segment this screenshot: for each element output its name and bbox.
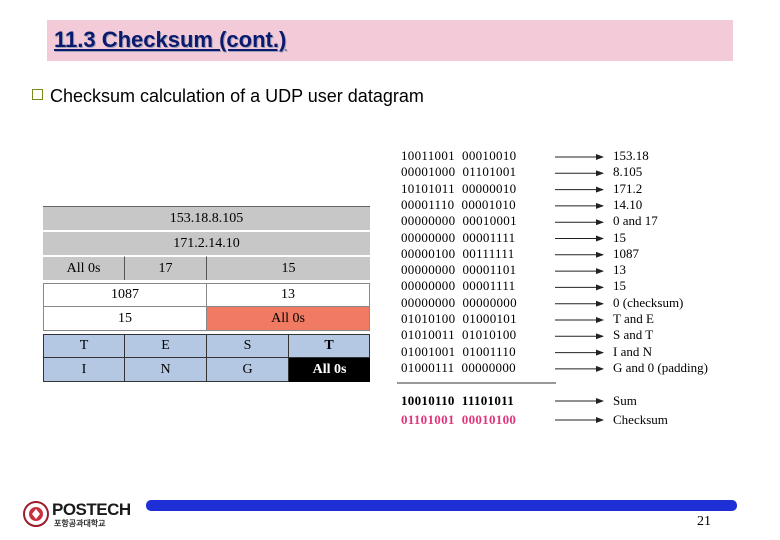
data-cell-t1: T [43,334,125,358]
pseudo-protocol-cell: 17 [125,256,207,280]
bullet-text: Checksum calculation of a UDP user datag… [50,86,424,106]
checksum-bits: 01101001 00010100 [401,412,517,427]
row-result: 0 and 17 [613,213,658,229]
page-title: 11.3 Checksum (cont.) [54,27,287,52]
row-bits: 01010011 01010100 [401,327,517,343]
row-result: 171.2 [613,180,643,196]
row-bits: 01000111 00000000 [401,359,516,375]
pseudo-dst-cell: 171.2.14.10 [43,231,370,255]
row-result: G and 0 (padding) [613,359,708,375]
row-result: 153.18 [613,148,649,163]
row-bits: 00000000 00001101 [401,262,517,278]
row-bits: 00000000 00001111 [401,229,516,245]
row-bits: 00001110 00001010 [401,196,516,212]
sum-bits: 10010110 11101011 [401,393,515,408]
pseudo-zero-cell: All 0s [43,256,125,280]
data-cell-n: N [125,358,207,382]
row-result: 13 [613,262,626,278]
row-result: T and E [613,311,654,326]
checksum-cell: All 0s [207,307,370,331]
row-bits: 00000100 00111111 [401,245,515,261]
row-result: 1087 [613,245,639,261]
data-cell-i: I [43,358,125,382]
dst-port-cell: 13 [207,283,370,307]
logo-text: POSTECH [52,500,131,519]
row-bits: 01010100 01000101 [401,311,517,326]
data-cell-t2: T [289,334,370,358]
row-result: 15 [613,229,626,245]
page-number: 21 [697,514,711,529]
row-result: 14.10 [613,196,643,212]
row-bits: 00000000 00001111 [401,278,516,294]
data-cell-g: G [207,358,289,382]
row-result: 15 [613,278,626,294]
footer-rule [146,500,737,511]
row-result: S and T [613,327,654,343]
row-bits: 10011001 00010010 [401,148,517,163]
data-cell-s: S [207,334,289,358]
length-cell: 15 [43,307,207,331]
row-result: 0 (checksum) [613,294,684,310]
logo-subtext: 포항공과대학교 [54,519,106,528]
row-result: I and N [613,343,652,359]
checksum-label: Checksum [613,412,668,427]
src-port-cell: 1087 [43,283,207,307]
data-cell-e: E [125,334,207,358]
row-bits: 10101011 00000010 [401,180,517,196]
row-bits: 00001000 01101001 [401,164,517,180]
row-bits: 01001001 01001110 [401,343,516,359]
pseudo-src-cell: 153.18.8.105 [43,206,370,230]
postech-emblem-icon [23,501,49,527]
sum-label: Sum [613,393,637,408]
data-cell-padding: All 0s [289,358,370,382]
row-bits: 00000000 00010001 [401,213,517,229]
bullet-square-icon [32,89,43,100]
pseudo-length-cell: 15 [207,256,370,280]
row-result: 8.105 [613,164,643,180]
title-bar: 11.3 Checksum (cont.) [47,20,733,61]
row-bits: 00000000 00000000 [401,294,517,310]
